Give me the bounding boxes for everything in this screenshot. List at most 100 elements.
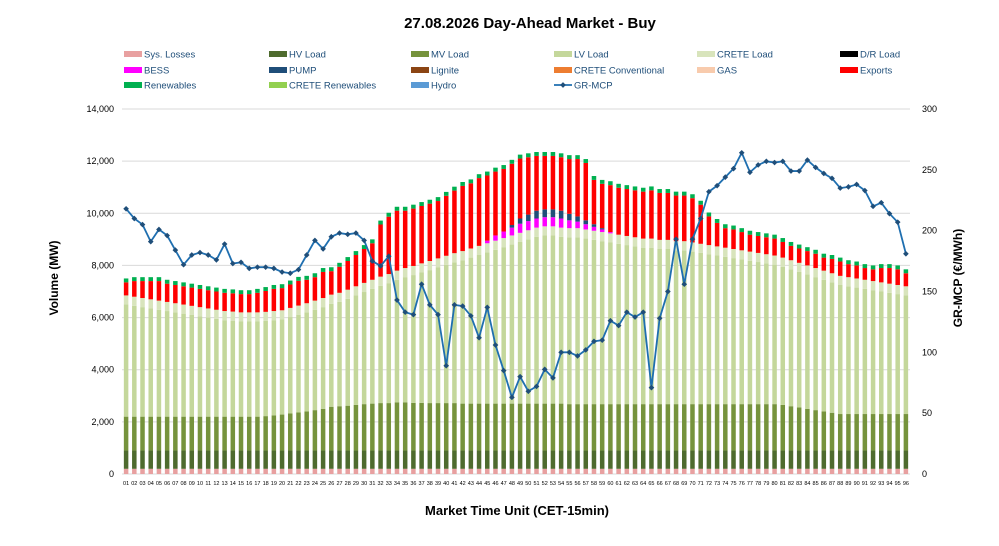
bar-segment-exports (148, 281, 153, 300)
bar-segment-sys-losses (895, 468, 900, 474)
bar-segment-hv-load (452, 450, 457, 469)
bar-segment-lv-load (312, 309, 318, 411)
bar-segment-crete-load (419, 263, 424, 273)
x-tick-label: 18 (263, 481, 269, 487)
bar-segment-exports (255, 292, 260, 313)
bar-segment-lv-load (862, 288, 868, 415)
bar-segment-renewables (821, 253, 827, 258)
bar-segment-renewables (690, 194, 695, 199)
bar-segment-renewables (312, 273, 318, 278)
legend-swatch-sys-losses (124, 51, 142, 57)
bar-segment-lv-load (714, 255, 720, 405)
legend-label-lv-load: LV Load (574, 50, 609, 61)
bar-segment-lv-load (665, 249, 671, 405)
bar-segment-crete-load (411, 265, 416, 276)
bar-segment-sys-losses (246, 468, 252, 474)
mcp-point (566, 349, 573, 356)
bar-segment-sys-losses (132, 468, 137, 474)
bar-segment-renewables (846, 260, 851, 265)
bar-segment-renewables (723, 224, 728, 229)
x-tick-label: 41 (451, 481, 457, 487)
bar-segment-renewables (411, 204, 416, 209)
bar-segment-crete-load (205, 308, 211, 318)
bar-segment-renewables (197, 284, 203, 289)
chart-title: 27.08.2026 Day-Ahead Market - Buy (404, 15, 656, 32)
bar-segment-mv-load (320, 408, 326, 451)
bar-segment-sys-losses (862, 468, 868, 474)
bar-segment-sys-losses (460, 468, 465, 474)
x-tick-label: 47 (501, 481, 507, 487)
legend-swatch-gas (697, 67, 715, 73)
bar-segment-sys-losses (173, 468, 178, 474)
legend-label-crete-renewables: CRETE Renewables (289, 81, 376, 92)
bar-segment-renewables (583, 159, 589, 163)
bar-segment-exports (649, 190, 654, 239)
bar-segment-mv-load (780, 404, 786, 451)
x-tick-label: 05 (156, 481, 162, 487)
bar-segment-bess (599, 229, 605, 233)
bar-segment-renewables (714, 219, 720, 223)
x-tick-label: 31 (369, 481, 375, 487)
bar-segment-sys-losses (558, 468, 564, 474)
x-tick-label: 38 (427, 481, 433, 487)
bar-segment-hv-load (173, 450, 178, 469)
bar-segment-lv-load (173, 312, 178, 417)
bar-segment-lv-load (731, 258, 736, 405)
x-tick-label: 51 (533, 481, 539, 487)
bar-segment-exports (608, 185, 613, 233)
bar-segment-mv-load (288, 413, 293, 451)
bar-segment-hv-load (123, 450, 129, 469)
x-tick-label: 55 (566, 481, 572, 487)
bar-segment-crete-load (640, 238, 646, 248)
legend-label-d-r-load: D/R Load (860, 50, 900, 61)
bar-segment-crete-load (132, 296, 137, 306)
bar-segment-renewables (829, 255, 835, 259)
bar-segment-mv-load (550, 403, 556, 451)
bar-segment-mv-load (673, 404, 679, 451)
x-tick-label: 71 (698, 481, 704, 487)
mcp-point (156, 226, 162, 233)
mcp-point (525, 388, 532, 395)
mcp-point (747, 169, 753, 176)
mcp-point (213, 257, 220, 263)
bar-segment-sys-losses (304, 468, 309, 474)
bar-segment-lv-load (567, 237, 572, 405)
bar-segment-renewables (214, 287, 219, 292)
bar-segment-mv-load (304, 411, 309, 451)
bar-segment-mv-load (764, 404, 769, 451)
bar-segment-sys-losses (772, 468, 777, 474)
x-tick-label: 40 (443, 481, 449, 487)
bar-segment-hv-load (624, 450, 630, 469)
bar-segment-mv-load (862, 414, 868, 451)
x-tick-label: 58 (591, 481, 597, 487)
bar-segment-mv-load (575, 404, 580, 451)
bar-segment-sys-losses (854, 468, 859, 474)
bar-segment-mv-load (140, 416, 145, 451)
bar-segment-crete-load (329, 294, 334, 304)
legend-label-crete-load: CRETE Load (717, 50, 773, 61)
x-tick-label: 87 (829, 481, 835, 487)
bar-segment-sys-losses (271, 468, 277, 474)
bar-segment-lv-load (649, 247, 654, 405)
bar-segment-crete-load (657, 239, 662, 250)
x-tick-label: 70 (689, 481, 695, 487)
bar-segment-lv-load (493, 249, 498, 404)
bar-segment-lv-load (772, 264, 777, 405)
bar-segment-hv-load (476, 450, 482, 469)
bar-segment-lv-load (205, 317, 211, 417)
bar-segment-exports (411, 208, 416, 266)
bar-segment-sys-losses (780, 468, 786, 474)
bar-segment-sys-losses (493, 468, 498, 474)
x-tick-label: 07 (172, 481, 178, 487)
mcp-point (443, 362, 450, 369)
bar-segment-exports (329, 271, 334, 295)
bar-segment-hv-load (796, 450, 802, 469)
bar-segment-sys-losses (140, 468, 145, 474)
mcp-point (582, 347, 589, 353)
x-tick-label: 03 (139, 481, 145, 487)
bar-segment-sys-losses (189, 468, 195, 474)
bar-segment-renewables (608, 181, 613, 186)
x-axis-label: Market Time Unit (CET-15min) (425, 503, 609, 518)
bar-segment-renewables (501, 165, 506, 169)
bar-segment-renewables (558, 153, 564, 158)
